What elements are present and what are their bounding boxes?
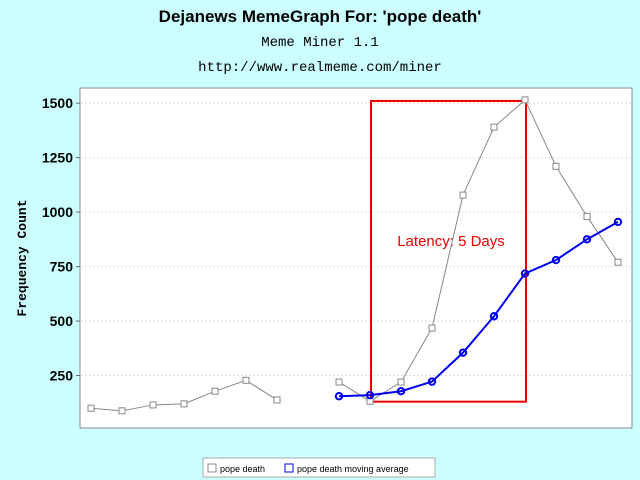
data-point-moving-average [520, 269, 530, 278]
latency-label: Latency: 5 Days [397, 233, 505, 250]
chart-title: Dejanews MemeGraph For: 'pope death' [158, 7, 482, 26]
data-point-pope-death [552, 162, 560, 170]
legend-marker-moving-average [284, 463, 294, 473]
plot-area [79, 87, 633, 429]
data-point-pope-death [583, 212, 591, 220]
data-point-moving-average [396, 387, 406, 396]
series-group [87, 96, 623, 415]
y-tick-label: 1000 [42, 204, 73, 220]
data-point-pope-death [459, 191, 467, 199]
data-point-moving-average [613, 217, 623, 227]
data-point-pope-death [118, 407, 126, 415]
data-point-pope-death [180, 400, 188, 408]
y-tick-label: 250 [50, 368, 74, 384]
chart-subtitle: Meme Miner 1.1 [261, 35, 379, 51]
data-point-pope-death [614, 258, 622, 266]
chart-url: http://www.realmeme.com/miner [198, 60, 442, 76]
series-line-moving-average [338, 221, 619, 398]
y-axis-ticks: 250 500 750 1000 1250 1500 [42, 95, 80, 384]
legend-label-pope-death: pope death [220, 464, 265, 474]
data-point-pope-death [87, 404, 95, 412]
y-tick-label: 1250 [42, 150, 73, 166]
y-axis-label: Frequency Count [15, 199, 30, 316]
legend-label-moving-average: pope death moving average [297, 464, 409, 474]
data-point-moving-average [365, 390, 375, 400]
data-point-pope-death [490, 123, 498, 131]
legend-marker-pope-death [207, 463, 217, 473]
data-point-pope-death [335, 378, 343, 386]
legend: pope death pope death moving average [202, 457, 436, 478]
y-tick-label: 750 [50, 259, 74, 275]
data-point-pope-death [273, 396, 281, 404]
data-point-moving-average [334, 392, 344, 401]
data-point-moving-average [458, 348, 468, 357]
y-tick-label: 500 [50, 313, 74, 329]
data-point-moving-average [489, 312, 499, 321]
data-point-moving-average [427, 377, 437, 386]
legend-box [202, 457, 436, 478]
series-line-pope-death [338, 99, 619, 402]
data-point-pope-death [149, 401, 157, 409]
data-point-moving-average [582, 235, 592, 244]
data-point-pope-death [397, 378, 405, 386]
data-point-pope-death [428, 324, 436, 332]
data-point-pope-death [211, 387, 219, 395]
annotation-group: Latency: 5 Days [370, 99, 527, 403]
data-point-moving-average [551, 255, 561, 265]
y-tick-label: 1500 [42, 95, 73, 111]
latency-box [370, 99, 527, 403]
data-point-pope-death [242, 376, 250, 384]
data-point-pope-death [521, 96, 529, 104]
